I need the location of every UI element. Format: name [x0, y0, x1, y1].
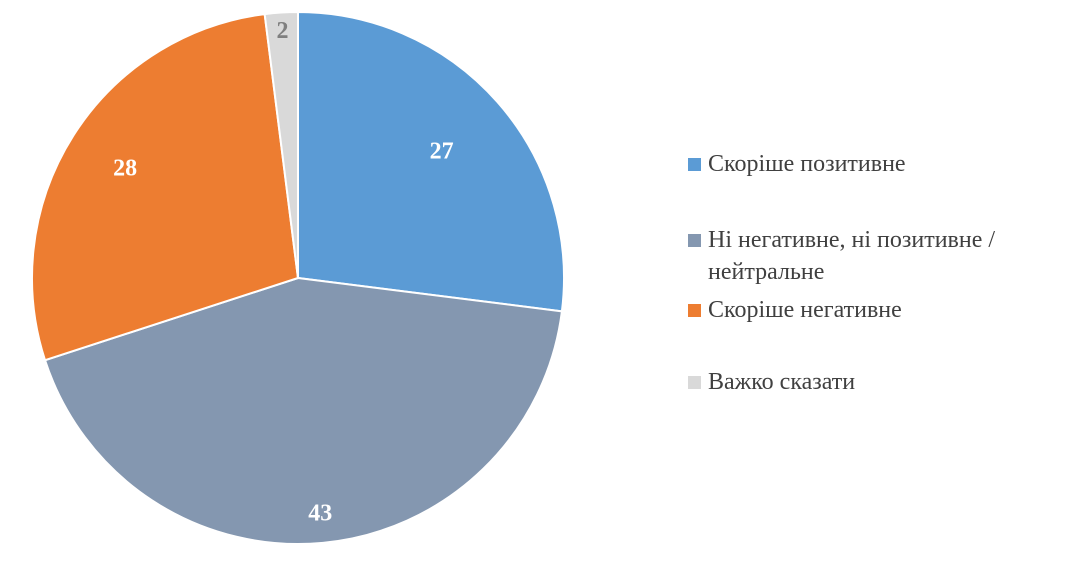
legend-label-neutral: Ні негативне, ні позитивне / нейтральне — [708, 227, 996, 285]
legend-item-neutral: Ні негативне, ні позитивне / нейтральне — [688, 224, 1058, 288]
legend-swatch-negative — [688, 304, 701, 317]
data-label-negative: 28 — [113, 155, 137, 181]
data-label-hard-to-say: 2 — [276, 18, 288, 44]
legend-item-negative: Скоріше негативне — [688, 294, 1058, 326]
legend-swatch-neutral — [688, 234, 701, 247]
pie-slice-positive — [297, 10, 565, 313]
legend-swatch-positive — [688, 158, 701, 171]
legend-item-hard-to-say: Важко сказати — [688, 366, 1058, 398]
legend-swatch-hard-to-say — [688, 376, 701, 389]
pie-slice-neutral — [43, 276, 564, 545]
legend-label-positive: Скоріше позитивне — [708, 151, 906, 177]
data-label-positive: 27 — [430, 138, 454, 164]
pie-slice-negative — [31, 12, 300, 362]
pie-slice-hard-to-say — [263, 10, 299, 279]
data-label-neutral: 43 — [308, 501, 332, 527]
pie-chart-svg: 27 43 28 2 — [31, 10, 565, 545]
legend-label-hard-to-say: Важко сказати — [708, 369, 856, 395]
legend-label-negative: Скоріше негативне — [708, 297, 902, 323]
legend-item-positive: Скоріше позитивне — [688, 148, 1058, 180]
